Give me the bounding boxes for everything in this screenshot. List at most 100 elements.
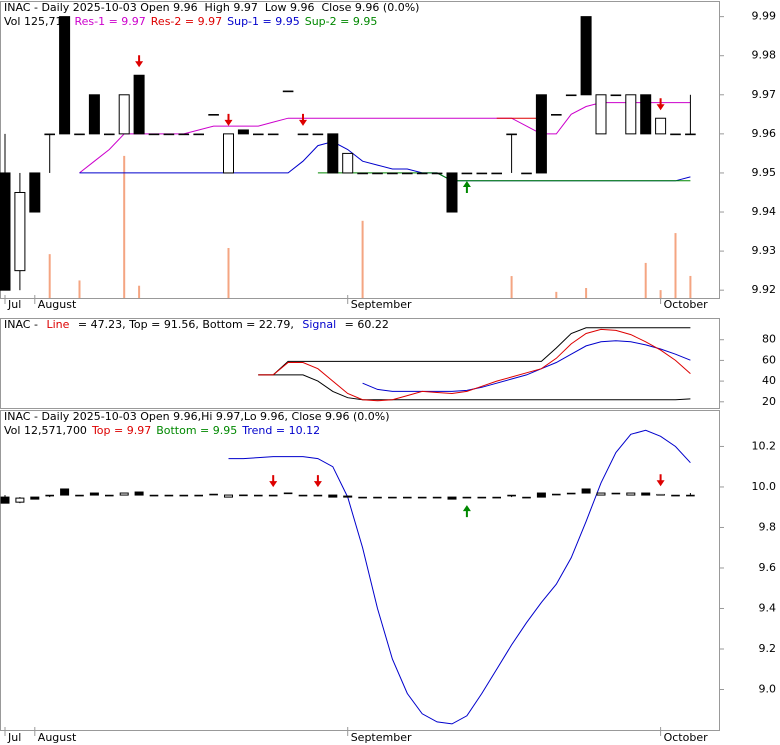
candle-body [671, 494, 680, 497]
candle-body [194, 494, 203, 497]
candle-body [551, 493, 561, 496]
x-tick-label: September [351, 298, 412, 311]
candle-body [476, 172, 488, 175]
x-tick-label: August [38, 731, 77, 744]
y-tick-label: 9.97 [752, 88, 777, 101]
x-tick-label: October [664, 298, 708, 311]
y-tick-label: 40 [762, 374, 776, 387]
candle-body [506, 133, 517, 136]
y-tick-label: 9.2 [759, 642, 777, 655]
candle-body [75, 494, 84, 497]
y-tick-label: 10.0 [752, 480, 777, 493]
candle-body [431, 172, 443, 175]
candle-body [492, 496, 502, 499]
sell-arrow [269, 475, 278, 488]
candle-body [685, 133, 696, 136]
legend-entry: Signal [302, 318, 336, 331]
y-tick-label: 9.95 [752, 166, 777, 179]
candle-body [149, 494, 159, 497]
line-series [362, 340, 691, 392]
candle-body [641, 492, 651, 496]
volume-bar [585, 288, 588, 298]
candle-body [640, 94, 652, 135]
candle-body [239, 494, 248, 497]
legend-entry: Top = 9.97 [91, 424, 151, 437]
y-tick-label: 9.4 [759, 601, 777, 614]
legend: Vol 125,717 Res-1 = 9.97 Res-2 = 9.97 Sup-1… [4, 15, 377, 28]
candle-body [74, 133, 85, 136]
legend-entry: Vol 12,571,700 [4, 424, 87, 437]
candle-body [535, 94, 547, 174]
candle-body [59, 16, 71, 135]
candle-body [179, 494, 189, 497]
candle-body [267, 133, 279, 136]
candle-body [566, 492, 576, 495]
sell-arrow [224, 113, 233, 126]
legend-entry: Sup-2 = 9.95 [305, 15, 378, 28]
candle-body [550, 114, 562, 116]
volume-bar [123, 155, 126, 298]
candle-body [89, 492, 99, 496]
candle-body [313, 494, 323, 497]
legend-entry: Res-1 = 9.97 [74, 15, 145, 28]
candle-body [581, 488, 591, 494]
candle-body [521, 172, 532, 175]
candle-body [357, 172, 368, 175]
candle-body [15, 497, 25, 503]
candle-body [432, 496, 442, 499]
candle-body [655, 117, 667, 135]
candle-body [44, 133, 56, 136]
volume-bar [78, 280, 81, 298]
legend-entry: INAC - Daily 2025-10-03 Open 9.96,Hi 9.9… [4, 410, 390, 423]
candle-body [462, 496, 472, 499]
y-tick-label: 9.0 [759, 682, 777, 695]
volume-bar [48, 254, 51, 298]
candle-body [595, 94, 607, 135]
x-tick-label: Jul [7, 731, 21, 744]
y-tick-label: 9.92 [752, 283, 777, 296]
candle-body [118, 94, 130, 135]
volume-bar [659, 290, 662, 298]
candle-body [133, 74, 145, 135]
legend-entry: INAC - [4, 318, 41, 331]
legend-entry: Vol 125,717 [4, 15, 69, 28]
x-tick-label: October [664, 731, 708, 744]
sell-arrow [656, 474, 665, 487]
legend: Vol 12,571,700 Top = 9.97 Bottom = 9.95 Tre… [4, 424, 320, 437]
y-tick-label: 9.99 [752, 10, 777, 23]
volume-bar [674, 233, 677, 298]
candle-body [237, 129, 249, 135]
legend: INAC - Daily 2025-10-03 Open 9.96 High 9… [4, 1, 419, 14]
candle-body [178, 133, 190, 136]
legend-entry: = 60.22 [341, 318, 389, 331]
volume-bar [555, 291, 558, 298]
candle-body [536, 492, 546, 498]
candle-body [254, 494, 263, 497]
candle-body [401, 172, 413, 175]
candle-body [626, 492, 636, 496]
legend-entry: Bottom = 9.95 [156, 424, 237, 437]
candle-body [60, 488, 70, 496]
panel-frame [0, 318, 720, 409]
candle-body [0, 172, 11, 291]
line-series [258, 374, 691, 401]
candle-body [163, 133, 175, 136]
volume-bar [689, 275, 692, 298]
y-tick-label: 9.98 [752, 49, 777, 62]
candle-body [656, 493, 665, 496]
candle-body [507, 494, 516, 497]
candle-body [327, 133, 339, 174]
candle-body [417, 496, 427, 499]
x-tick-label: September [351, 731, 412, 744]
candle-body [402, 496, 412, 499]
candle-body [610, 94, 622, 97]
candle-body [461, 172, 473, 175]
y-tick-label: 20 [762, 395, 776, 408]
legend-entry: Sup-1 = 9.95 [227, 15, 300, 28]
candle-body [580, 16, 592, 96]
candle-body [522, 496, 531, 499]
candle-body [134, 491, 144, 496]
candle-body [416, 172, 428, 175]
candle-body [29, 172, 41, 213]
candle-body [224, 494, 233, 498]
